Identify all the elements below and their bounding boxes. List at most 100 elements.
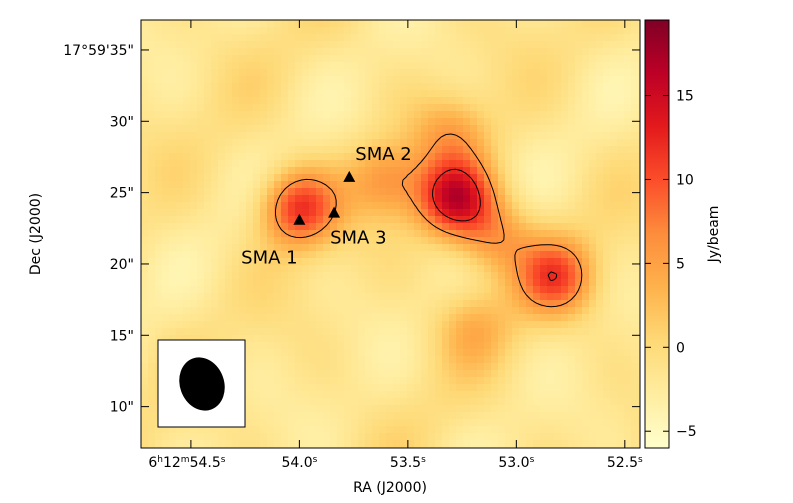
map-pixel	[386, 286, 394, 294]
map-pixel	[498, 300, 506, 308]
map-pixel	[442, 209, 450, 217]
map-pixel	[344, 41, 352, 49]
map-pixel	[435, 118, 443, 126]
map-pixel	[309, 426, 317, 434]
map-pixel	[582, 41, 590, 49]
map-pixel	[225, 34, 233, 42]
map-pixel	[547, 34, 555, 42]
map-pixel	[596, 188, 604, 196]
map-pixel	[470, 279, 478, 287]
map-pixel	[519, 69, 527, 77]
map-pixel	[624, 41, 632, 49]
map-pixel	[386, 27, 394, 35]
map-pixel	[351, 384, 359, 392]
map-pixel	[316, 307, 324, 315]
map-pixel	[386, 118, 394, 126]
map-pixel	[281, 104, 289, 112]
map-pixel	[484, 62, 492, 70]
map-pixel	[456, 153, 464, 161]
map-pixel	[498, 440, 506, 448]
map-pixel	[435, 202, 443, 210]
map-pixel	[232, 202, 240, 210]
map-pixel	[540, 384, 548, 392]
map-pixel	[505, 398, 513, 406]
map-pixel	[386, 258, 394, 266]
map-pixel	[204, 216, 212, 224]
map-pixel	[617, 391, 625, 399]
map-pixel	[435, 272, 443, 280]
map-pixel	[372, 125, 380, 133]
map-pixel	[610, 83, 618, 91]
map-pixel	[484, 195, 492, 203]
map-pixel	[407, 244, 415, 252]
map-pixel	[596, 279, 604, 287]
map-pixel	[547, 160, 555, 168]
map-pixel	[484, 230, 492, 238]
map-pixel	[197, 104, 205, 112]
map-pixel	[176, 335, 184, 343]
map-pixel	[540, 132, 548, 140]
map-pixel	[204, 265, 212, 273]
map-pixel	[386, 412, 394, 420]
map-pixel	[379, 34, 387, 42]
map-pixel	[190, 433, 198, 441]
map-pixel	[246, 419, 254, 427]
map-pixel	[617, 258, 625, 266]
map-pixel	[610, 349, 618, 357]
map-pixel	[148, 391, 156, 399]
map-pixel	[372, 41, 380, 49]
map-pixel	[176, 188, 184, 196]
map-pixel	[316, 34, 324, 42]
map-pixel	[456, 209, 464, 217]
map-pixel	[624, 426, 632, 434]
map-pixel	[477, 20, 485, 28]
map-pixel	[330, 62, 338, 70]
map-pixel	[442, 160, 450, 168]
map-pixel	[253, 321, 261, 329]
map-pixel	[624, 27, 632, 35]
map-pixel	[365, 104, 373, 112]
map-pixel	[414, 20, 422, 28]
map-pixel	[372, 69, 380, 77]
map-pixel	[274, 370, 282, 378]
map-pixel	[330, 370, 338, 378]
map-pixel	[407, 55, 415, 63]
map-pixel	[631, 237, 639, 245]
map-pixel	[470, 363, 478, 371]
map-pixel	[288, 265, 296, 273]
map-pixel	[603, 307, 611, 315]
map-pixel	[624, 125, 632, 133]
map-pixel	[533, 405, 541, 413]
map-pixel	[253, 55, 261, 63]
map-pixel	[603, 251, 611, 259]
map-pixel	[218, 90, 226, 98]
map-pixel	[316, 188, 324, 196]
map-pixel	[330, 181, 338, 189]
map-pixel	[183, 27, 191, 35]
map-pixel	[456, 202, 464, 210]
map-pixel	[456, 48, 464, 56]
map-pixel	[372, 181, 380, 189]
map-pixel	[211, 237, 219, 245]
map-pixel	[169, 125, 177, 133]
map-pixel	[400, 307, 408, 315]
map-pixel	[610, 356, 618, 364]
map-pixel	[582, 279, 590, 287]
map-pixel	[190, 153, 198, 161]
map-pixel	[393, 160, 401, 168]
map-pixel	[428, 342, 436, 350]
map-pixel	[442, 342, 450, 350]
map-pixel	[631, 433, 639, 441]
map-pixel	[274, 174, 282, 182]
map-pixel	[197, 76, 205, 84]
map-pixel	[281, 370, 289, 378]
map-pixel	[358, 237, 366, 245]
map-pixel	[379, 237, 387, 245]
map-pixel	[302, 216, 310, 224]
map-pixel	[309, 440, 317, 448]
map-pixel	[365, 377, 373, 385]
map-pixel	[624, 83, 632, 91]
map-pixel	[218, 188, 226, 196]
map-pixel	[267, 167, 275, 175]
map-pixel	[211, 265, 219, 273]
